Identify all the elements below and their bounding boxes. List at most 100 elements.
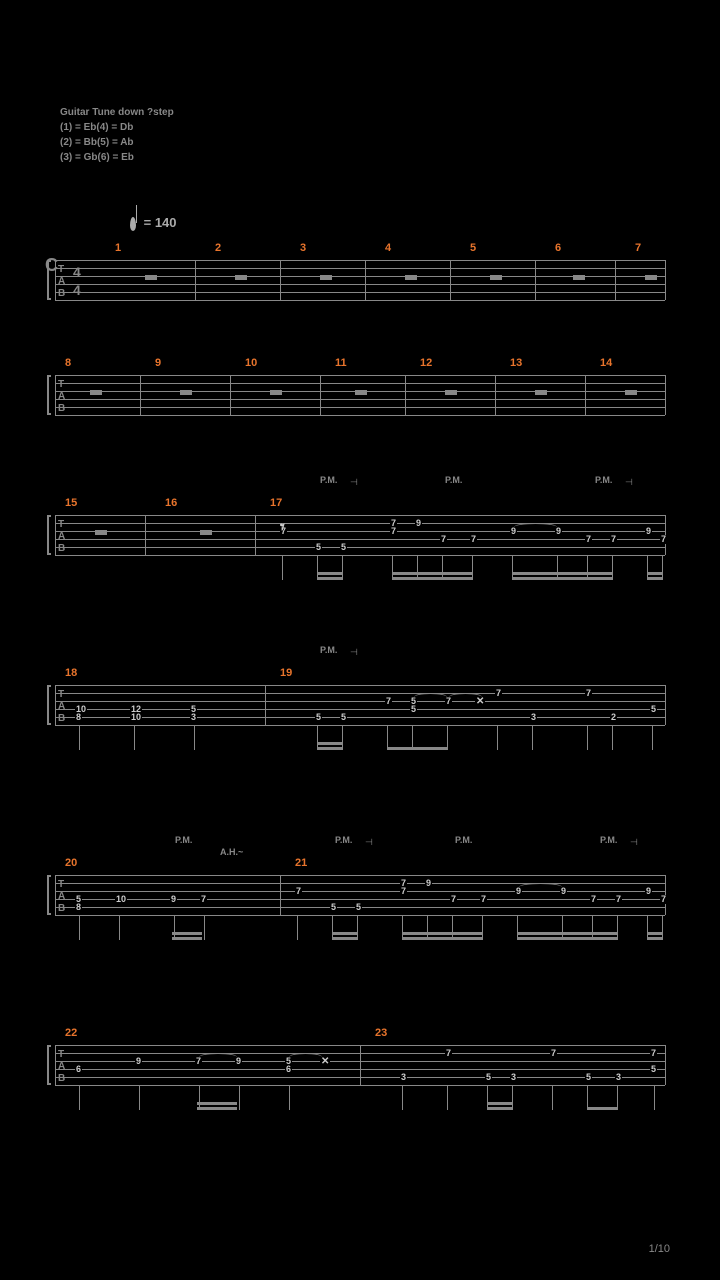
fret-number: 5 [485, 1073, 492, 1082]
fret-number: 7 [550, 1049, 557, 1058]
rest [145, 275, 157, 280]
measure-number: 20 [65, 857, 77, 869]
page-number: 1/10 [649, 1243, 670, 1255]
tab-clef-letter: T [58, 379, 64, 390]
measure-number: 7 [635, 242, 641, 254]
palm-mute-marking: P.M. [595, 475, 612, 485]
fret-number: 10 [115, 895, 127, 904]
tempo-value: = 140 [144, 215, 177, 230]
tab-clef-letter: T [58, 879, 64, 890]
tab-clef-letter: A [58, 1061, 65, 1072]
fret-number: 7 [650, 1049, 657, 1058]
measure-number: 9 [155, 357, 161, 369]
fret-number: 2 [610, 713, 617, 722]
measure-number: 23 [375, 1027, 387, 1039]
tab-clef-letter: B [58, 288, 65, 299]
staff-system: TAB441234567 [55, 260, 665, 305]
fret-number: 7 [450, 895, 457, 904]
fret-number: 3 [530, 713, 537, 722]
rest [445, 390, 457, 395]
rest [320, 275, 332, 280]
rest [355, 390, 367, 395]
fret-number: 7 [495, 689, 502, 698]
fret-number: 5 [330, 903, 337, 912]
rest [625, 390, 637, 395]
measure-number: 1 [115, 242, 121, 254]
staff-system: TAB151617P.M.⊣P.M.P.M.⊣75577977997797𝄾 [55, 515, 665, 560]
fret-number: 7 [585, 689, 592, 698]
measure-number: 10 [245, 357, 257, 369]
measure-number: 3 [300, 242, 306, 254]
fret-number: 5 [340, 543, 347, 552]
staff-system: TAB1819P.M.⊣10812105355755773725✕ [55, 685, 665, 730]
rest [490, 275, 502, 280]
measure-number: 15 [65, 497, 77, 509]
fret-number: 5 [315, 713, 322, 722]
measure-number: 16 [165, 497, 177, 509]
fret-number: 5 [355, 903, 362, 912]
rest [573, 275, 585, 280]
fret-number: 9 [645, 887, 652, 896]
fret-number: 7 [390, 527, 397, 536]
tuning-info: Guitar Tune down ?step (1) = Eb(4) = Db … [60, 105, 174, 165]
fret-number: 5 [650, 705, 657, 714]
rest [405, 275, 417, 280]
tempo-marking: = 140 [130, 215, 177, 231]
measure-number: 19 [280, 667, 292, 679]
fret-number: 7 [200, 895, 207, 904]
fret-number: 7 [585, 535, 592, 544]
measure-number: 14 [600, 357, 612, 369]
measure-number: 17 [270, 497, 282, 509]
rest [180, 390, 192, 395]
measure-number: 5 [470, 242, 476, 254]
fret-number: 7 [445, 1049, 452, 1058]
fret-number: 7 [660, 895, 667, 904]
rest [270, 390, 282, 395]
tuning-line2: (2) = Bb(5) = Ab [60, 135, 174, 150]
rest [235, 275, 247, 280]
measure-number: 8 [65, 357, 71, 369]
fret-number: 3 [510, 1073, 517, 1082]
fret-number: 3 [615, 1073, 622, 1082]
palm-mute-marking: P.M. [445, 475, 462, 485]
fret-number: 9 [170, 895, 177, 904]
palm-mute-marking: P.M. [335, 835, 352, 845]
fret-number: 5 [410, 705, 417, 714]
fret-number: 5 [315, 543, 322, 552]
tuning-title: Guitar Tune down ?step [60, 105, 174, 120]
palm-mute-marking: P.M. [455, 835, 472, 845]
tab-clef-letter: B [58, 403, 65, 414]
rest [90, 390, 102, 395]
fret-number: 7 [385, 697, 392, 706]
measure-number: 2 [215, 242, 221, 254]
measure-number: 21 [295, 857, 307, 869]
staff-system: TAB2223697956375375375✕ [55, 1045, 665, 1090]
fret-number: 9 [415, 519, 422, 528]
fret-number: 6 [285, 1065, 292, 1074]
palm-mute-marking: P.M. [320, 645, 337, 655]
tuning-line3: (3) = Gb(6) = Eb [60, 150, 174, 165]
measure-number: 18 [65, 667, 77, 679]
staff-system: TAB2021P.M.P.M.⊣P.M.P.M.⊣A.H.~5810977557… [55, 875, 665, 920]
tab-clef-letter: B [58, 903, 65, 914]
fret-number: 8 [75, 713, 82, 722]
palm-mute-marking: P.M. [175, 835, 192, 845]
fret-number: 9 [645, 527, 652, 536]
tab-clef-letter: A [58, 701, 65, 712]
palm-mute-marking: P.M. [600, 835, 617, 845]
tab-clef-letter: B [58, 543, 65, 554]
fret-number: 7 [480, 895, 487, 904]
measure-number: 13 [510, 357, 522, 369]
fret-number: 7 [660, 535, 667, 544]
fret-number: 5 [650, 1065, 657, 1074]
rest [645, 275, 657, 280]
tab-clef-letter: T [58, 689, 64, 700]
fret-number: 7 [615, 895, 622, 904]
tuning-line1: (1) = Eb(4) = Db [60, 120, 174, 135]
artificial-harmonic-marking: A.H.~ [220, 847, 243, 857]
tab-clef-letter: T [58, 264, 64, 275]
fret-number: 7 [440, 535, 447, 544]
tab-clef-letter: B [58, 1073, 65, 1084]
quarter-note-icon [130, 217, 136, 231]
fret-number: 10 [130, 713, 142, 722]
